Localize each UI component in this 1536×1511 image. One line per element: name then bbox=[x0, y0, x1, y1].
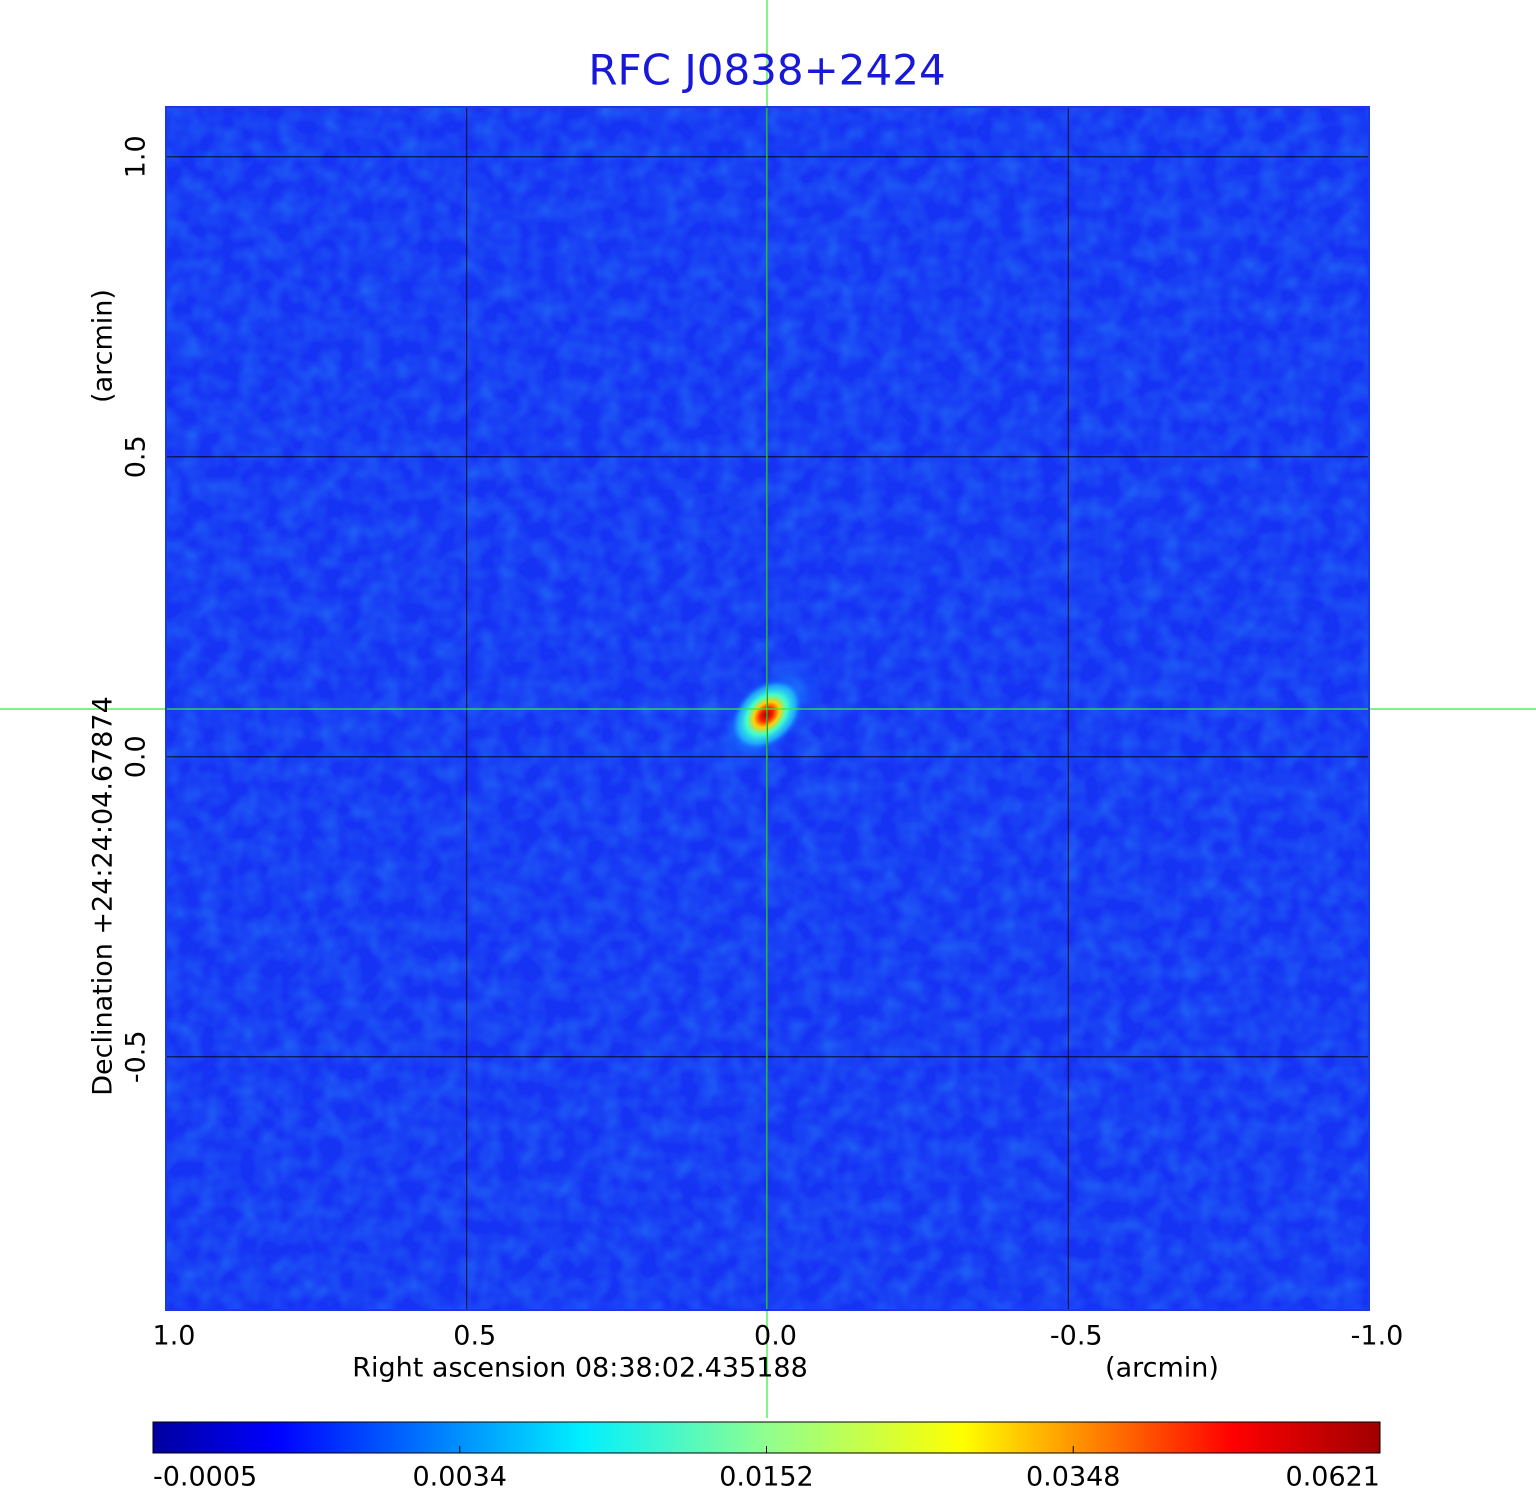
colorbar-tick-label: 0.0034 bbox=[413, 1462, 507, 1493]
x-tick-label: 0.5 bbox=[453, 1321, 496, 1352]
x-axis-unit: (arcmin) bbox=[1105, 1353, 1219, 1384]
y-tick-label: 1.0 bbox=[121, 135, 152, 178]
colorbar-tick-label: -0.0005 bbox=[153, 1462, 257, 1493]
plot-frame bbox=[165, 106, 1370, 1311]
y-axis-label: Declination +24:24:04.67874 bbox=[88, 696, 119, 1096]
x-tick-label: 1.0 bbox=[153, 1321, 196, 1352]
x-tick-label: -1.0 bbox=[1351, 1321, 1404, 1352]
colorbar-tick-label: 0.0348 bbox=[1026, 1462, 1120, 1493]
x-axis-label: Right ascension 08:38:02.435188 bbox=[352, 1353, 808, 1384]
y-tick-label: -0.5 bbox=[121, 1030, 152, 1083]
y-tick-label: 0.5 bbox=[121, 435, 152, 478]
y-tick-label: 0.0 bbox=[121, 735, 152, 778]
colorbar-tick-label: 0.0621 bbox=[1286, 1462, 1380, 1493]
x-tick-label: 0.0 bbox=[754, 1321, 797, 1352]
x-tick-label: -0.5 bbox=[1050, 1321, 1103, 1352]
y-axis-unit: (arcmin) bbox=[88, 289, 119, 403]
colorbar-tick-label: 0.0152 bbox=[719, 1462, 813, 1493]
chart-title: RFC J0838+2424 bbox=[588, 46, 945, 95]
